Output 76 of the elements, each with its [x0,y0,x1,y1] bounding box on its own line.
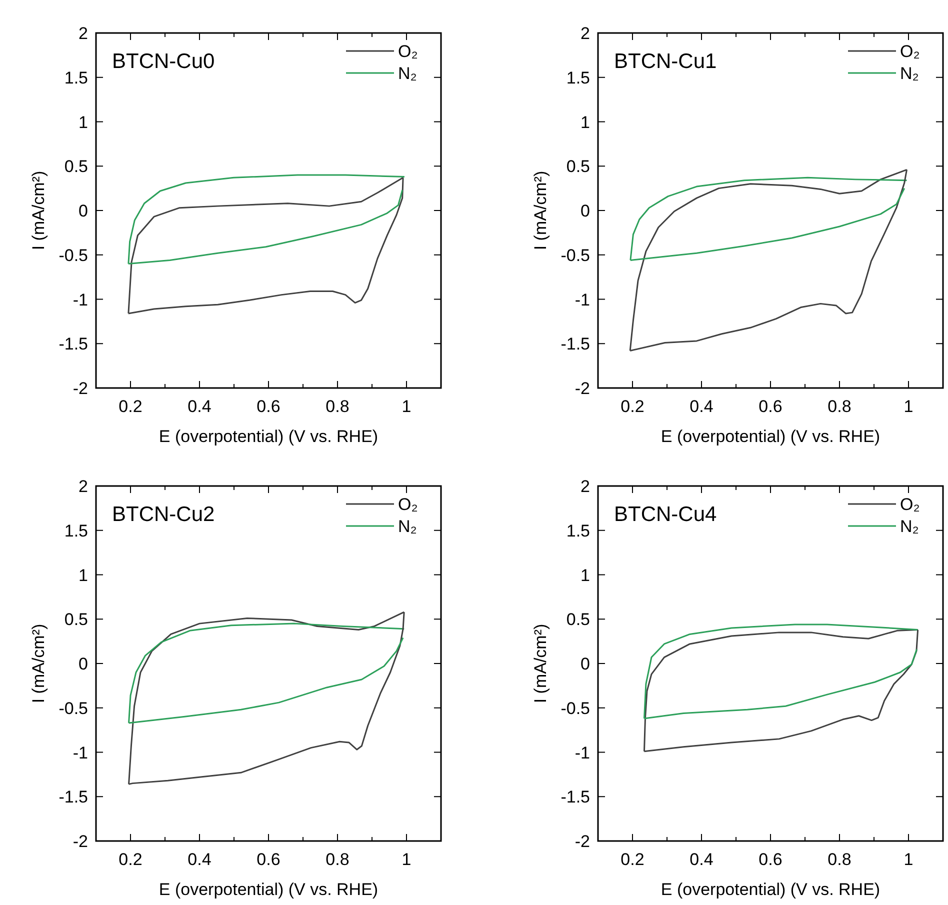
y-tick-label: 0 [580,202,590,220]
y-tick-label: 1 [580,566,590,585]
legend-label: O₂ [398,42,418,61]
y-tick-label: 0.5 [566,157,590,176]
y-tick-label: -1 [574,743,590,762]
y-tick-label: -0.5 [560,246,590,265]
y-tick-label: 1.5 [64,521,88,540]
y-tick-label: 0 [580,654,590,674]
y-tick-label: 1 [78,566,88,585]
text: BTCN-Cu0 [112,50,215,73]
x-tick-label: 0.2 [620,397,644,416]
y-tick-label: 1 [580,112,590,132]
x-tick-label: 0.4 [690,850,714,869]
x-tick-label: 0.6 [256,397,280,416]
y-tick-label: -2 [574,379,590,398]
legend-label: O₂ [900,42,920,61]
y-tick-label: 0.5 [566,610,590,630]
x-tick-label: 0.8 [828,397,852,416]
y-tick-label: 2 [580,24,590,43]
x-tick-label: 0.8 [828,850,852,869]
y-tick-label: 1.5 [566,521,590,540]
x-tick-label: 0.6 [758,397,782,416]
y-tick-label: 1.5 [566,68,590,88]
legend-label: N₂ [398,64,417,83]
x-axis-title: E (overpotential) (V vs. RHE) [158,880,378,899]
x-tick-label: 0.6 [758,850,782,869]
y-tick-label: -1 [72,290,88,310]
x-axis-title: E (overpotential) (V vs. RHE) [158,427,378,446]
x-axis-title: E (overpotential) (V vs. RHE) [660,880,880,899]
x-axis-title: E (overpotential) (V vs. RHE) [660,427,880,446]
legend-label: O₂ [398,495,418,514]
x-tick-label: 0.8 [326,850,350,869]
legend-label: O₂ [900,495,920,514]
text: BTCN-Cu1 [614,50,717,73]
y-tick-label: -0.5 [58,246,88,265]
x-tick-label: 0.4 [188,850,212,869]
y-tick-label: 0.5 [64,610,88,630]
x-tick-label: 0.2 [118,850,142,869]
y-tick-label: 2 [78,477,88,496]
y-tick-label: 0.5 [64,157,88,176]
y-tick-label: 2 [78,24,88,43]
x-tick-label: 0.6 [256,850,280,869]
y-tick-label: -2 [72,832,88,851]
text: BTCN-Cu2 [112,503,215,526]
y-tick-label: 0 [78,654,88,674]
y-tick-label: 1.5 [64,68,88,88]
x-tick-label: 0.2 [620,850,644,869]
y-tick-label: 0 [78,202,88,220]
y-tick-label: 1 [78,112,88,132]
y-tick-label: -0.5 [58,698,88,718]
y-tick-label: 2 [580,477,590,496]
x-tick-label: 1 [402,397,412,416]
y-tick-label: -1 [72,743,88,762]
y-tick-label: -1.5 [58,788,88,807]
y-axis-title: I (mA/cm²) [29,624,48,704]
y-tick-label: -1.5 [560,788,590,807]
legend-label: N₂ [398,517,417,536]
x-tick-label: 0.2 [118,397,142,416]
y-axis-title: I (mA/cm²) [531,170,550,250]
y-tick-label: -2 [574,832,590,851]
y-tick-label: -0.5 [560,698,590,718]
x-tick-label: 0.4 [690,397,714,416]
x-tick-label: 1 [402,850,412,869]
x-tick-label: 0.4 [188,397,212,416]
y-axis-title: I (mA/cm²) [29,170,48,250]
x-tick-label: 1 [904,850,914,869]
x-tick-label: 1 [904,397,914,416]
legend-label: N₂ [900,517,919,536]
y-tick-label: -1.5 [560,334,590,354]
y-tick-label: -1 [574,290,590,310]
y-tick-label: -2 [72,379,88,398]
y-axis-title: I (mA/cm²) [531,624,550,704]
x-tick-label: 0.8 [326,397,350,416]
y-tick-label: -1.5 [58,334,88,354]
text: BTCN-Cu4 [614,503,718,526]
legend-label: N₂ [900,64,919,83]
